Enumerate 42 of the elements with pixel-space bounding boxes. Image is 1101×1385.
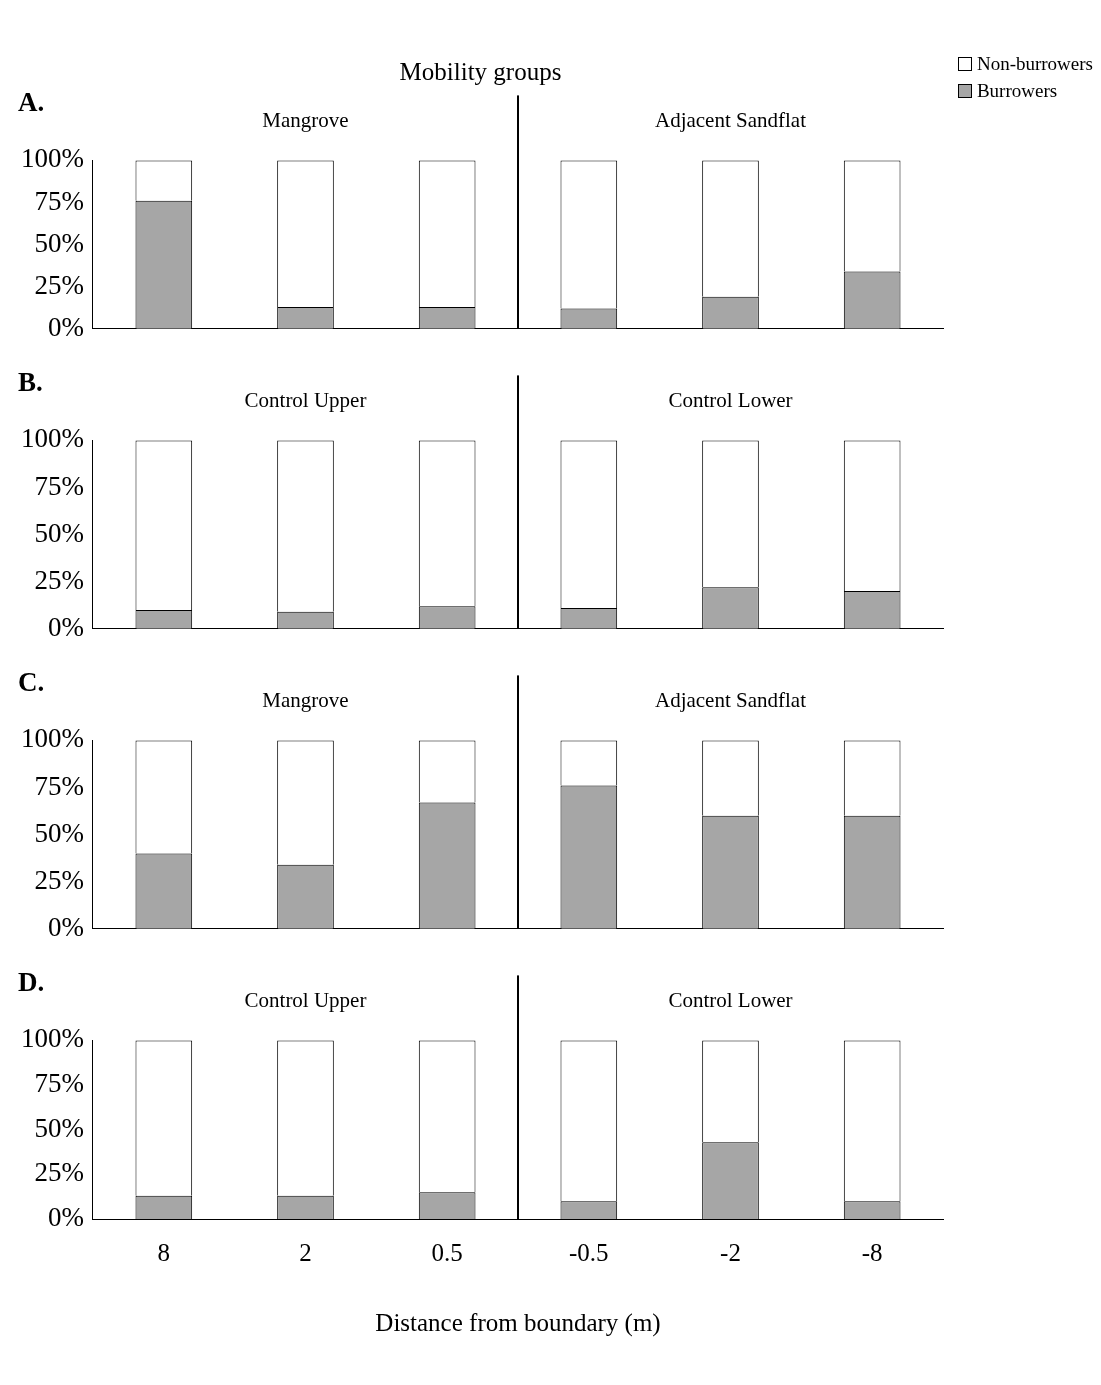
x-tick-label: 0.5 [431,1238,463,1266]
text: Mangrove [262,688,349,713]
y-tick-label: 0% [47,911,84,942]
y-tick-label: 0% [47,1202,84,1233]
y-tick-label: 50% [34,227,84,258]
x-tick-label: 8 [157,1238,171,1266]
y-tick-label: 25% [34,564,84,595]
text: Control Lower [668,388,793,413]
y-tick-label: 25% [34,1157,84,1188]
y-tick-label: 25% [34,269,84,300]
text: Non-burrowers [976,52,1093,76]
text: Control Lower [668,988,793,1013]
y-tick-label: 50% [34,817,84,848]
text: Control Upper [244,388,367,413]
y-tick-label: 100% [20,723,84,754]
y-tick-label: 100% [20,1023,84,1054]
x-tick-label: -0.5 [569,1238,609,1266]
x-axis-title: Distance from boundary (m) [375,1308,661,1337]
chart-subtitle: D. [18,967,45,998]
y-tick-label: 50% [34,517,84,548]
text: Control Upper [244,988,367,1013]
y-tick-label: 75% [34,185,84,216]
x-tick-label: -8 [861,1238,883,1266]
chart-subtitle: B. [18,367,43,398]
y-tick-label: 25% [34,864,84,895]
chart-subtitle: A. [18,87,45,118]
y-tick-label: 75% [34,770,84,801]
y-tick-label: 0% [47,611,84,642]
legend-label: Burrowers [976,79,1058,103]
x-tick-label: -2 [720,1238,741,1266]
chart-subtitle: C. [18,667,45,698]
y-tick-label: 75% [34,470,84,501]
y-tick-label: 100% [20,423,84,454]
text: Mangrove [262,108,349,133]
text: Adjacent Sandflat [654,108,807,133]
text: Adjacent Sandflat [654,688,807,713]
chart-title: Mobility groups [399,57,562,85]
y-tick-label: 0% [47,311,84,342]
y-tick-label: 75% [34,1068,84,1099]
y-tick-label: 50% [34,1112,84,1143]
x-tick-label: 2 [299,1238,312,1266]
y-tick-label: 100% [20,143,84,174]
